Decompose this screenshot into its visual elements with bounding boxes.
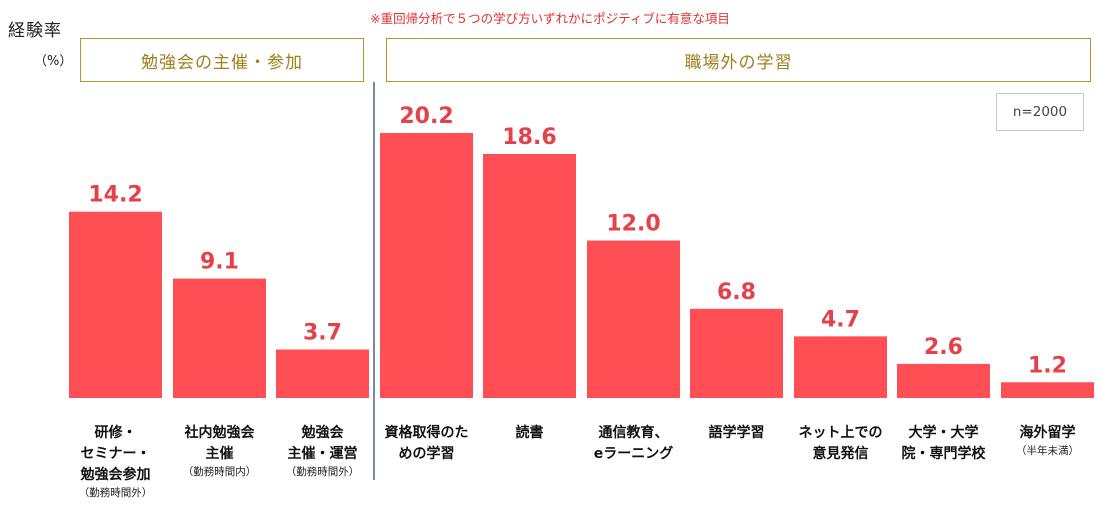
group-header-label: 勉強会の主催・参加 [141,52,303,73]
bar-value-label: 12.0 [606,212,660,237]
bar [1001,382,1094,398]
category-label-line: 勉強会 [301,425,344,441]
category-label: 語学学習 [682,423,791,444]
bar [483,153,576,398]
category-label: 社内勉強会主催 （勤務時間内） [165,423,274,480]
category-label-line: 海外留学 [1019,425,1076,441]
bar-value-label: 20.2 [399,104,453,129]
category-label-line: 勉強会参加 [80,467,151,483]
category-label: 海外留学 （半年未満） [993,423,1100,459]
bar-value-label: 14.2 [88,183,142,208]
category-label-line: セミナー・ [80,446,151,462]
bar [69,211,162,398]
sample-size-label: n=2000 [1012,104,1068,120]
category-label-line: 研修・ [94,425,137,441]
category-label-line: 主催・運営 [287,446,358,462]
category-label-line: めの学習 [398,446,455,462]
bar-value-label: 4.7 [821,307,860,332]
sample-size-box: n=2000 [996,93,1084,131]
category-label-line: eラーニング [593,446,674,462]
category-label: 通信教育、 eラーニング [579,423,688,465]
bar-value-label: 18.6 [502,125,556,150]
category-label-line: 資格取得のた [384,425,469,441]
bar-value-label: 3.7 [303,320,342,345]
category-label: 大学・大学院・専門学校 [889,423,998,465]
category-sublabel: （勤務時間外） [285,466,360,478]
group-header-study-sessions: 勉強会の主催・参加 [80,38,364,82]
bar [173,278,266,398]
group-header-outside-learning: 職場外の学習 [386,38,1091,82]
category-label-line: 通信教育、 [598,425,669,441]
bar [794,336,887,398]
bar [587,240,680,398]
bar [276,349,369,398]
category-label: 読書 [475,423,584,444]
category-label-line: 読書 [515,425,544,441]
category-label-line: 社内勉強会 [184,425,255,441]
category-sublabel: （勤務時間外） [78,487,153,499]
category-sublabel: （勤務時間内） [182,466,257,478]
bar-value-label: 2.6 [924,335,963,360]
group-header-label: 職場外の学習 [684,52,793,73]
category-label: 研修・セミナー・勉強会参加 （勤務時間外） [61,423,170,501]
significance-note: ※重回帰分析で５つの学び方いずれかにポジティブに有意な項目 [370,11,730,26]
bar-value-label: 6.8 [717,280,756,305]
category-label: ネット上での 意見発信 [786,423,895,465]
category-label-line: 主催 [205,446,234,462]
category-label: 勉強会主催・運営 （勤務時間外） [268,423,377,480]
category-label-line: 語学学習 [708,425,765,441]
category-label-line: ネット上での [798,425,883,441]
category-sublabel: （半年未満） [1016,445,1079,457]
y-axis-label: 経験率 [8,21,62,41]
bar-value-label: 1.2 [1028,353,1067,378]
y-axis-unit: （%） [34,54,73,69]
category-label-line: 意見発信 [812,446,869,462]
category-label: 資格取得のた めの学習 [372,423,481,465]
category-label-line: 大学・大学 [908,425,979,441]
group-divider [373,82,375,480]
bar [897,363,990,398]
bar [690,308,783,398]
category-label-line: 院・専門学校 [901,446,986,462]
bar [380,133,473,398]
bar-value-label: 9.1 [200,250,239,275]
